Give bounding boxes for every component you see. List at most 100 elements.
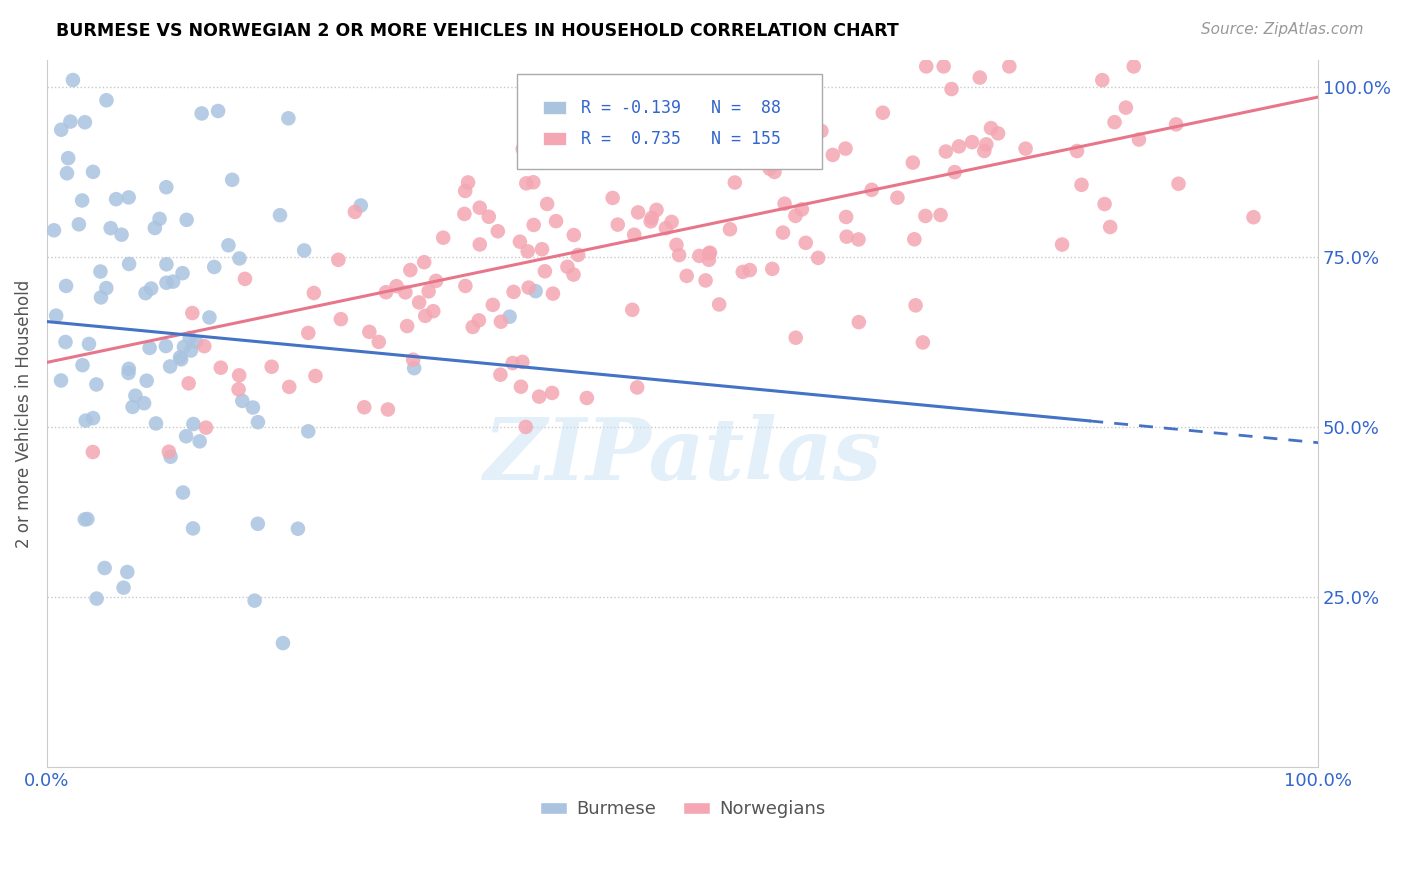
Point — [271, 636, 294, 650]
Point — [188, 434, 211, 449]
Point — [738, 263, 761, 277]
Point — [835, 210, 858, 224]
Point — [297, 326, 319, 340]
Point — [502, 285, 524, 299]
Point — [82, 445, 104, 459]
Point — [157, 444, 180, 458]
Point — [202, 260, 225, 274]
Point — [174, 429, 197, 443]
Point — [135, 286, 157, 301]
Point — [512, 355, 534, 369]
Point — [1243, 211, 1265, 225]
Point — [110, 227, 132, 242]
Point — [641, 211, 664, 225]
Point — [432, 230, 454, 244]
Point — [454, 184, 477, 198]
Point — [96, 281, 118, 295]
Point — [935, 145, 957, 159]
Point — [396, 319, 419, 334]
Point — [181, 306, 204, 320]
Point — [413, 309, 436, 323]
Point — [56, 166, 79, 180]
Point — [562, 228, 585, 243]
Point — [903, 232, 925, 246]
Point — [911, 335, 934, 350]
Point — [904, 298, 927, 312]
Point — [948, 139, 970, 153]
Point — [62, 73, 84, 87]
Point — [159, 450, 181, 464]
Point — [100, 221, 122, 235]
Point — [82, 411, 104, 425]
Point — [179, 331, 201, 345]
Point — [82, 165, 104, 179]
Point — [45, 309, 67, 323]
Point — [51, 122, 73, 136]
Point — [486, 224, 509, 238]
Point — [173, 340, 195, 354]
Point — [1050, 237, 1073, 252]
Text: R =  0.735   N = 155: R = 0.735 N = 155 — [581, 130, 780, 148]
Point — [915, 59, 938, 73]
Point — [148, 211, 170, 226]
Point — [193, 339, 215, 353]
Point — [517, 280, 540, 294]
Point — [960, 135, 983, 149]
Point — [118, 257, 141, 271]
Point — [86, 591, 108, 606]
Point — [562, 268, 585, 282]
Point — [343, 205, 366, 219]
Point — [278, 380, 301, 394]
Point — [287, 522, 309, 536]
Point — [242, 401, 264, 415]
Point — [478, 210, 501, 224]
Point — [90, 290, 112, 304]
Point — [413, 255, 436, 269]
FancyBboxPatch shape — [543, 133, 565, 145]
Point — [56, 151, 79, 165]
Point — [998, 59, 1021, 73]
Point — [350, 198, 373, 212]
Point — [468, 201, 491, 215]
Point — [67, 217, 90, 231]
Point — [481, 298, 503, 312]
Point — [159, 359, 181, 374]
Point — [169, 351, 191, 365]
Point — [112, 581, 135, 595]
Point — [209, 360, 232, 375]
Point — [724, 176, 747, 190]
Point — [162, 275, 184, 289]
Point — [367, 334, 389, 349]
Point — [468, 237, 491, 252]
Point — [1014, 142, 1036, 156]
Point — [932, 59, 955, 73]
Point — [73, 512, 96, 526]
Point — [468, 313, 491, 327]
Point — [269, 208, 291, 222]
Point — [172, 485, 194, 500]
Point — [1122, 59, 1144, 73]
Point — [143, 221, 166, 235]
Point — [135, 374, 157, 388]
Point — [1070, 178, 1092, 192]
Point — [124, 389, 146, 403]
Point — [848, 232, 870, 246]
Point — [402, 352, 425, 367]
Text: Source: ZipAtlas.com: Source: ZipAtlas.com — [1201, 22, 1364, 37]
Point — [117, 366, 139, 380]
Point — [228, 252, 250, 266]
Point — [688, 249, 710, 263]
Point — [703, 114, 725, 128]
Point — [1066, 144, 1088, 158]
Point — [228, 382, 250, 396]
Point — [184, 334, 207, 349]
Point — [794, 235, 817, 250]
Point — [807, 251, 830, 265]
Point — [457, 176, 479, 190]
Point — [49, 374, 72, 388]
Point — [145, 417, 167, 431]
Point — [606, 218, 628, 232]
Point — [509, 235, 531, 249]
Point — [73, 115, 96, 129]
Point — [626, 380, 648, 394]
